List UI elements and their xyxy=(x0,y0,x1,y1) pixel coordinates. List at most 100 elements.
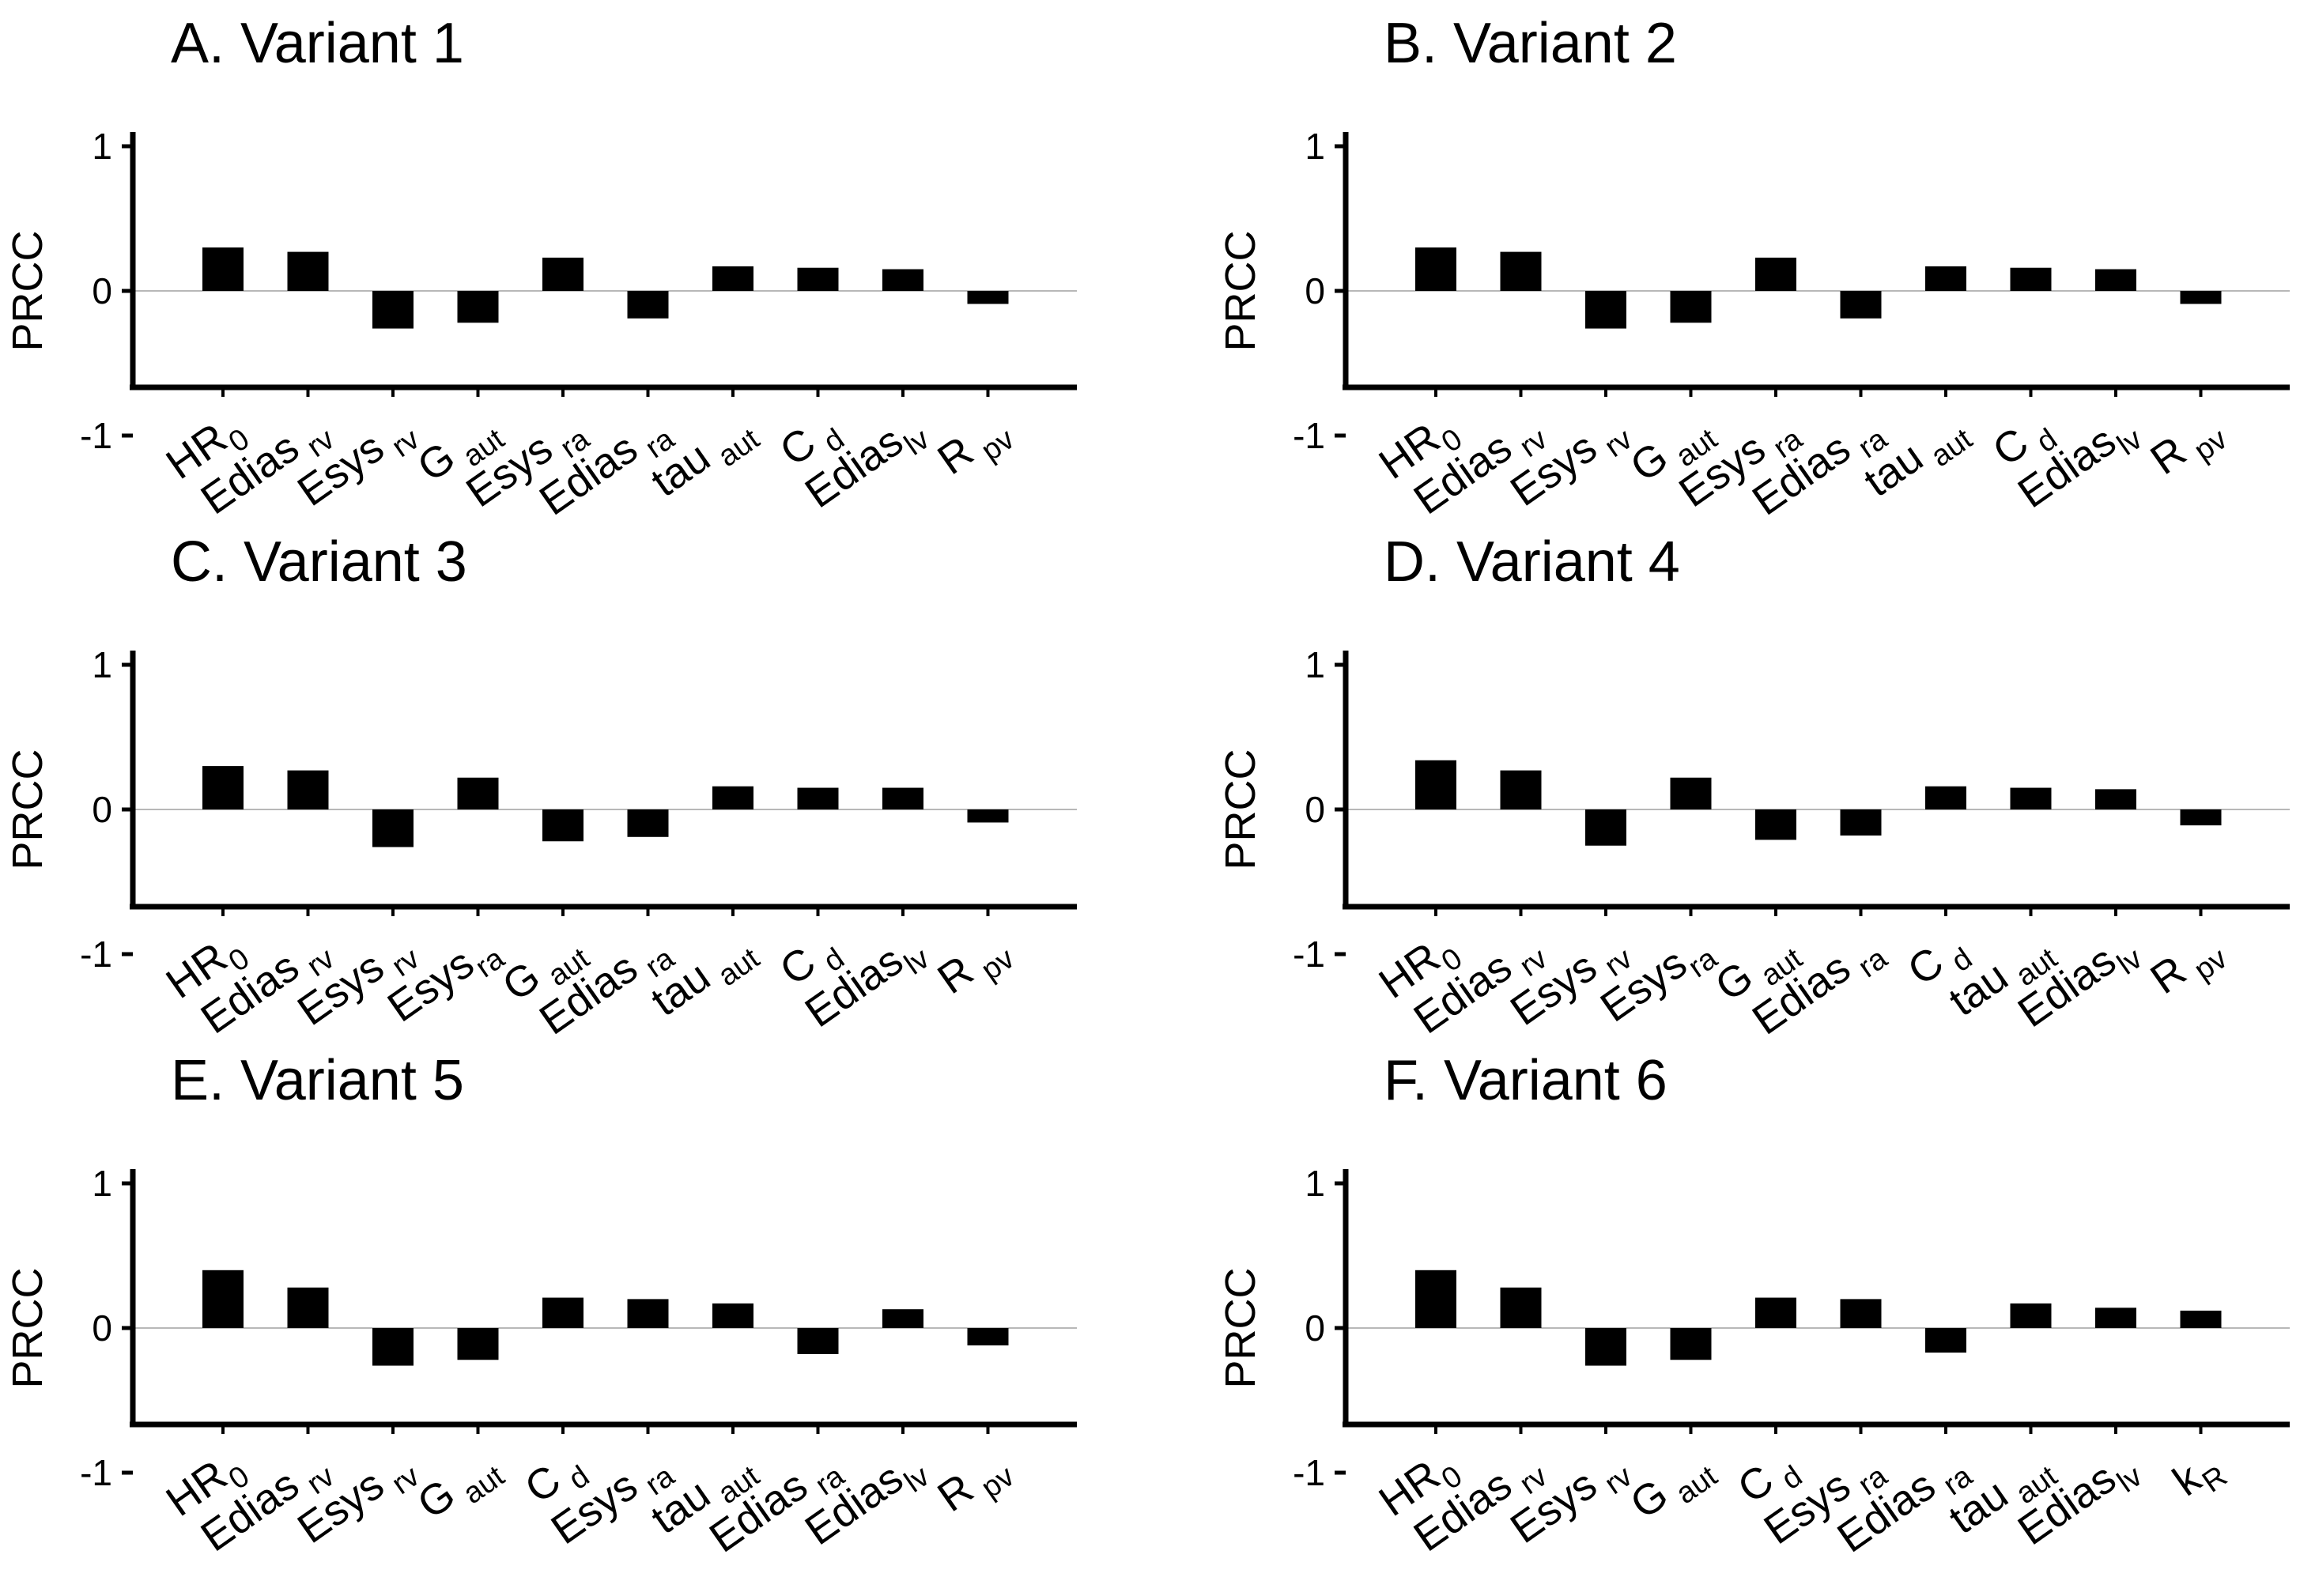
bar xyxy=(1500,770,1542,809)
category-base: Edias xyxy=(2010,937,2124,1037)
category-subscript: pv xyxy=(976,1459,1021,1504)
bar xyxy=(2010,1303,2052,1328)
bar xyxy=(372,1328,414,1366)
bar xyxy=(202,766,244,809)
bar xyxy=(2010,267,2052,291)
bar xyxy=(882,269,923,291)
bar xyxy=(1415,247,1456,291)
bar xyxy=(797,787,839,809)
y-tick-label: 0 xyxy=(92,789,112,830)
category-base: tau xyxy=(1940,953,2016,1025)
bar xyxy=(542,1297,583,1328)
y-axis-label: PRCC xyxy=(1217,230,1264,351)
category-subscript: aut xyxy=(1670,1459,1724,1511)
category-base: Edias xyxy=(797,1455,912,1555)
bar xyxy=(287,770,329,809)
bar xyxy=(797,267,839,291)
bar xyxy=(2095,789,2136,809)
category-base: Edias xyxy=(531,424,646,525)
category-label: Esysrv xyxy=(1502,1441,1638,1560)
bar xyxy=(1670,777,1712,809)
category-label: Gaut xyxy=(409,1440,511,1535)
y-tick-label: 0 xyxy=(1305,270,1325,311)
category-base: Edias xyxy=(701,1462,816,1562)
bar xyxy=(457,1328,499,1360)
y-axis-label: PRCC xyxy=(1217,749,1264,870)
y-tick-label: -1 xyxy=(80,415,112,456)
category-base: Edias xyxy=(797,417,912,518)
category-label: Ediaslv xyxy=(797,923,936,1044)
bar xyxy=(1925,1328,1966,1353)
y-tick-label: -1 xyxy=(1293,415,1325,456)
chart-title: B. Variant 2 xyxy=(1384,12,1677,75)
bar xyxy=(542,809,583,842)
category-base: R xyxy=(2142,947,2194,1004)
category-base: Edias xyxy=(1829,1462,1943,1562)
bar xyxy=(1840,1299,1882,1328)
bar xyxy=(1755,257,1796,291)
chart-title: E. Variant 5 xyxy=(171,1049,464,1112)
chart-title: A. Variant 1 xyxy=(171,12,464,75)
bar xyxy=(627,1299,669,1328)
bar xyxy=(2095,269,2136,291)
bar xyxy=(1415,1270,1456,1328)
bar xyxy=(1585,809,1626,846)
category-subscript: aut xyxy=(457,1459,511,1511)
bar xyxy=(372,809,414,847)
bar xyxy=(2180,291,2222,304)
y-tick-label: -1 xyxy=(80,934,112,975)
category-label: Rpv xyxy=(929,1441,1020,1528)
bar xyxy=(1500,251,1542,291)
category-base: R xyxy=(929,428,981,485)
category-label: Ediaslv xyxy=(2010,404,2149,525)
bar xyxy=(2095,1307,2136,1328)
category-base: R xyxy=(2142,428,2194,485)
category-subscript: pv xyxy=(2189,422,2234,467)
bar xyxy=(1755,1297,1796,1328)
category-label: Esysrv xyxy=(1502,404,1638,523)
y-tick-label: 1 xyxy=(1305,126,1325,167)
category-base: Edias xyxy=(2010,417,2124,518)
y-tick-label: 0 xyxy=(92,1307,112,1349)
bar xyxy=(1585,291,1626,329)
bar xyxy=(627,291,669,319)
category-label: Esysra xyxy=(1592,923,1724,1038)
category-base: Edias xyxy=(1744,944,1859,1044)
bar xyxy=(457,777,499,809)
category-label: Ediaslv xyxy=(797,1441,936,1562)
category-label: Rpv xyxy=(929,923,1020,1010)
bar xyxy=(712,266,753,291)
category-label: Ediaslv xyxy=(2010,1441,2149,1562)
bar xyxy=(2180,1311,2222,1328)
category-base: Edias xyxy=(797,937,912,1037)
category-label: Rpv xyxy=(2142,404,2233,491)
bar xyxy=(712,786,753,809)
chart-title: D. Variant 4 xyxy=(1384,530,1680,594)
bar xyxy=(1670,1328,1712,1360)
bar xyxy=(542,257,583,291)
y-tick-label: 1 xyxy=(92,1163,112,1204)
y-tick-label: 1 xyxy=(92,126,112,167)
y-tick-label: -1 xyxy=(80,1452,112,1493)
category-label: Ediasra xyxy=(1744,923,1894,1051)
category-label: Esysrv xyxy=(289,404,425,523)
bar xyxy=(287,251,329,291)
category-label: Rpv xyxy=(2142,923,2233,1010)
category-label: Rpv xyxy=(929,404,1020,491)
bar xyxy=(1755,809,1796,840)
y-tick-label: 0 xyxy=(1305,789,1325,830)
bar xyxy=(1925,786,1966,809)
bar xyxy=(882,787,923,809)
category-subscript: pv xyxy=(976,941,1021,987)
category-base: Edias xyxy=(531,944,646,1044)
category-subscript: pv xyxy=(976,422,1021,467)
bar xyxy=(2180,809,2222,826)
y-axis-label: PRCC xyxy=(1217,1267,1264,1388)
category-label: Esysra xyxy=(380,923,512,1038)
y-tick-label: 1 xyxy=(1305,1163,1325,1204)
category-subscript: aut xyxy=(1925,422,1979,474)
